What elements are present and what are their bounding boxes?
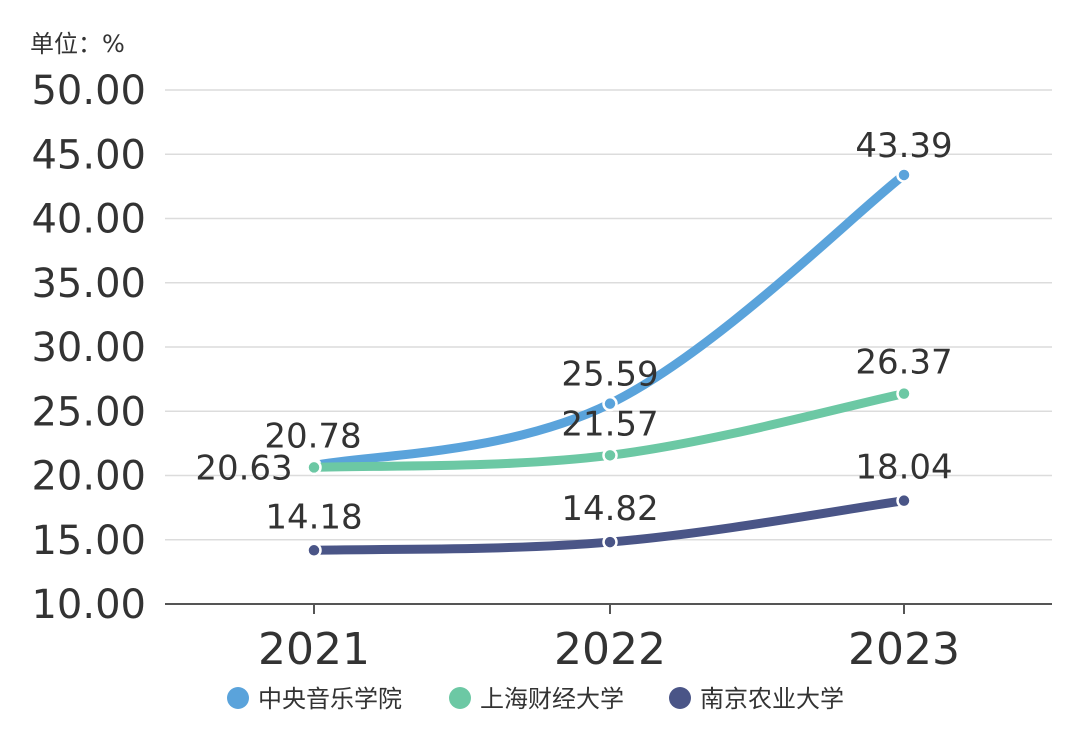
data-point[interactable] [306, 542, 322, 559]
x-axis-ticks: 2021 2022 2023 [258, 604, 960, 675]
data-label: 14.82 [561, 489, 658, 529]
legend-label: 上海财经大学 [480, 685, 624, 713]
x-tick-label: 2022 [554, 624, 666, 675]
y-tick-label: 35.00 [31, 261, 146, 307]
data-label: 20.78 [264, 416, 361, 456]
y-tick-label: 25.00 [31, 389, 146, 435]
legend-item-1[interactable]: 上海财经大学 [449, 685, 624, 713]
legend: 中央音乐学院 上海财经大学 南京农业大学 [227, 685, 844, 713]
unit-label: 单位：% [30, 30, 125, 58]
data-point[interactable] [602, 395, 618, 412]
y-tick-label: 50.00 [31, 68, 146, 114]
data-label: 43.39 [855, 126, 952, 166]
legend-item-2[interactable]: 南京农业大学 [669, 685, 844, 713]
y-axis-ticks: 10.00 15.00 20.00 25.00 30.00 35.00 40.00 45.00… [31, 68, 146, 628]
data-point[interactable] [602, 447, 618, 464]
y-tick-label: 45.00 [31, 132, 146, 178]
legend-marker [449, 687, 471, 709]
data-label: 18.04 [855, 448, 952, 488]
data-label: 20.63 [195, 448, 292, 488]
y-tick-label: 10.00 [31, 582, 146, 628]
y-tick-label: 30.00 [31, 325, 146, 371]
legend-label: 中央音乐学院 [258, 685, 402, 713]
legend-item-0[interactable]: 中央音乐学院 [227, 685, 402, 713]
data-point[interactable] [896, 385, 912, 402]
data-point[interactable] [896, 492, 912, 509]
data-labels: 20.78 25.59 43.39 20.63 21.57 26.37 14.18 14.82… [195, 126, 952, 537]
x-tick-label: 2021 [258, 624, 370, 675]
data-label: 14.18 [265, 497, 362, 537]
data-point[interactable] [306, 459, 322, 476]
data-point[interactable] [602, 534, 618, 550]
legend-marker [669, 687, 691, 709]
legend-marker [227, 687, 249, 709]
series-lines [306, 167, 912, 559]
data-point[interactable] [896, 167, 912, 183]
data-label: 25.59 [561, 355, 658, 395]
y-tick-label: 20.00 [31, 454, 146, 500]
data-label: 26.37 [855, 343, 952, 383]
y-tick-label: 40.00 [31, 197, 146, 243]
y-tick-label: 15.00 [31, 518, 146, 564]
x-tick-label: 2023 [848, 624, 960, 675]
data-label: 21.57 [561, 404, 658, 444]
legend-label: 南京农业大学 [700, 685, 844, 713]
